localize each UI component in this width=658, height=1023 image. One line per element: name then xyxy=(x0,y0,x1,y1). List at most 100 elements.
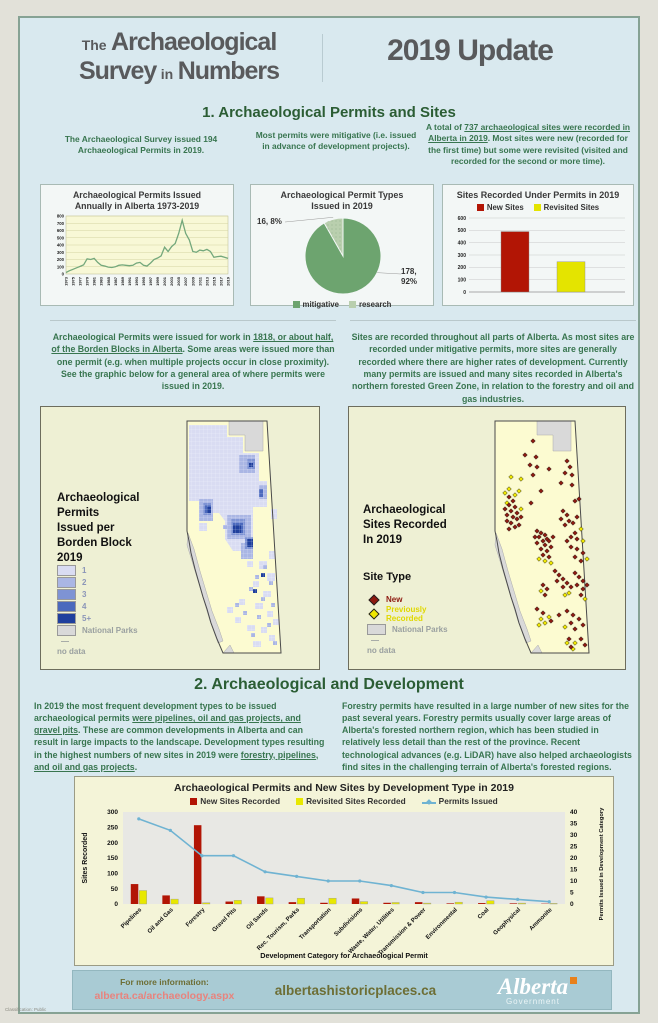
footer-info: For more information: alberta.ca/archaeo… xyxy=(73,976,256,1005)
legend-item-2: 2 xyxy=(57,577,138,588)
svg-text:1983: 1983 xyxy=(99,276,104,286)
legend-mitigative: mitigative xyxy=(292,300,339,309)
svg-text:Oil Sands: Oil Sands xyxy=(246,907,270,931)
poster-title: The Archaeological Survey in Numbers xyxy=(40,28,318,86)
panel-development-chart: Archaeological Permits and New Sites by … xyxy=(74,776,614,966)
svg-text:Geophysical: Geophysical xyxy=(493,907,523,937)
svg-text:Development Category for Archa: Development Category for Archaeological … xyxy=(260,951,428,960)
poster: The Archaeological Survey in Numbers 201… xyxy=(18,16,640,1014)
level5-label: 5+ xyxy=(82,614,92,623)
classification-note: Classification: Public xyxy=(5,1007,47,1012)
svg-text:1997: 1997 xyxy=(148,276,153,286)
svg-text:Gravel Pits: Gravel Pits xyxy=(211,907,238,934)
svg-text:15: 15 xyxy=(570,867,578,874)
svg-text:100: 100 xyxy=(458,277,467,283)
svg-text:2001: 2001 xyxy=(162,276,167,286)
mitigative-swatch-icon xyxy=(292,301,300,309)
new-recorded-label: New Sites Recorded xyxy=(200,796,281,806)
sites-recorded-map xyxy=(494,420,590,654)
previously-recorded-label: Previously Recorded xyxy=(386,605,427,623)
research-swatch-icon xyxy=(348,301,356,309)
legend-item-5: 5+ xyxy=(57,613,138,624)
legend-revisited-sites: Revisited Sites xyxy=(533,203,599,212)
svg-text:200: 200 xyxy=(107,840,118,847)
permits-map-legend: 1 2 3 4 5+ National Parks — no data xyxy=(57,565,138,657)
legend-new-sites: New Sites xyxy=(476,202,524,212)
svg-text:700: 700 xyxy=(57,221,65,226)
legend-item-new: New xyxy=(367,593,448,606)
svg-text:20: 20 xyxy=(570,855,578,862)
level1-label: 1 xyxy=(82,566,87,575)
archaeology-link[interactable]: alberta.ca/archaeology.aspx xyxy=(94,989,235,1002)
svg-text:16, 8%: 16, 8% xyxy=(257,217,282,226)
footer-bar: For more information: alberta.ca/archaeo… xyxy=(72,970,612,1010)
svg-text:100: 100 xyxy=(57,264,65,269)
svg-text:1987: 1987 xyxy=(113,276,118,286)
svg-text:2005: 2005 xyxy=(176,276,181,286)
level4-label: 4 xyxy=(82,602,87,611)
historic-places-link[interactable]: albertashistoricplaces.ca xyxy=(274,982,437,998)
svg-text:1981: 1981 xyxy=(92,276,97,286)
previously-recorded-diamond-icon xyxy=(368,608,380,620)
intro-left: The Archaeological Survey issued 194 Arc… xyxy=(64,134,218,156)
svg-text:5: 5 xyxy=(570,890,574,897)
development-chart-title: Archaeological Permits and New Sites by … xyxy=(173,782,514,794)
svg-text:2009: 2009 xyxy=(190,276,195,286)
svg-text:2013: 2013 xyxy=(204,276,209,286)
sites-map-legend: New Previously Recorded National Parks —… xyxy=(367,593,448,656)
svg-text:2015: 2015 xyxy=(211,276,216,286)
research-label: research xyxy=(358,299,392,309)
panel-permits-annual: Archaeological Permits Issued Annually i… xyxy=(40,184,234,306)
parks2-swatch-icon xyxy=(367,624,386,635)
permits-borden-map xyxy=(186,420,282,654)
svg-text:2019: 2019 xyxy=(226,276,231,286)
svg-text:1973: 1973 xyxy=(64,276,69,286)
svg-text:Oil and Gas: Oil and Gas xyxy=(147,907,175,935)
para-left-underlined: 1818, or about half, of the Borden Block… xyxy=(51,332,334,355)
dev-left-end: . xyxy=(134,761,138,772)
development-chart-legend: New Sites Recorded Revisited Sites Recor… xyxy=(75,796,613,806)
alberta-government-logo: Alberta Government xyxy=(455,974,611,1006)
para-development-left: In 2019 the most frequent development ty… xyxy=(34,700,328,773)
permits-issued-label: Permits Issued xyxy=(438,796,498,806)
level2-label: 2 xyxy=(82,578,87,587)
svg-text:800: 800 xyxy=(57,214,65,219)
section2-heading: 2. Archaeological and Development xyxy=(194,676,464,693)
svg-text:1993: 1993 xyxy=(134,276,139,286)
title-numbers: Numbers xyxy=(177,56,280,85)
svg-text:40: 40 xyxy=(570,809,578,816)
legend-nodata2: no data xyxy=(367,646,396,655)
svg-text:Transportation: Transportation xyxy=(299,907,333,941)
svg-text:Sites Recorded: Sites Recorded xyxy=(82,833,89,884)
dev-left-mid: . These are common developments in Alber… xyxy=(34,725,325,760)
intro-right-underlined: 737 archaeological sites were recorded i… xyxy=(428,122,631,144)
new-sites-label: New Sites xyxy=(486,202,524,212)
svg-text:1977: 1977 xyxy=(78,276,83,286)
section1-heading: 1. Archaeological Permits and Sites xyxy=(202,104,456,121)
svg-text:250: 250 xyxy=(107,825,118,832)
title-divider xyxy=(322,34,323,82)
new-site-label: New xyxy=(386,595,403,604)
level3-label: 3 xyxy=(82,590,87,599)
para-left-rest: . Some areas were issued more than one p… xyxy=(56,344,335,392)
svg-text:30: 30 xyxy=(570,832,578,839)
title-the: The xyxy=(81,37,107,53)
svg-text:178,: 178, xyxy=(401,267,417,276)
svg-text:Coal: Coal xyxy=(477,907,491,921)
svg-text:2003: 2003 xyxy=(169,276,174,286)
svg-text:1985: 1985 xyxy=(106,276,111,286)
legend-research: research xyxy=(348,299,392,309)
level5-swatch-icon xyxy=(57,613,76,624)
map-panel-sites: Archaeological Sites Recorded In 2019 Si… xyxy=(348,406,626,670)
svg-text:1979: 1979 xyxy=(85,276,90,286)
svg-text:100: 100 xyxy=(107,871,118,878)
new-recorded-swatch-icon xyxy=(190,798,198,806)
legend-dash2: — xyxy=(371,636,379,645)
svg-text:0: 0 xyxy=(570,901,574,908)
legend-permits-issued: Permits Issued xyxy=(421,796,498,806)
svg-text:150: 150 xyxy=(107,855,118,862)
government-label: Government xyxy=(505,997,560,1006)
svg-text:Permits Issued in Development: Permits Issued in Development Category xyxy=(599,807,605,921)
para-sites-recorded: Sites are recorded throughout all parts … xyxy=(350,320,636,405)
alberta-logo-text: Alberta xyxy=(497,974,569,999)
